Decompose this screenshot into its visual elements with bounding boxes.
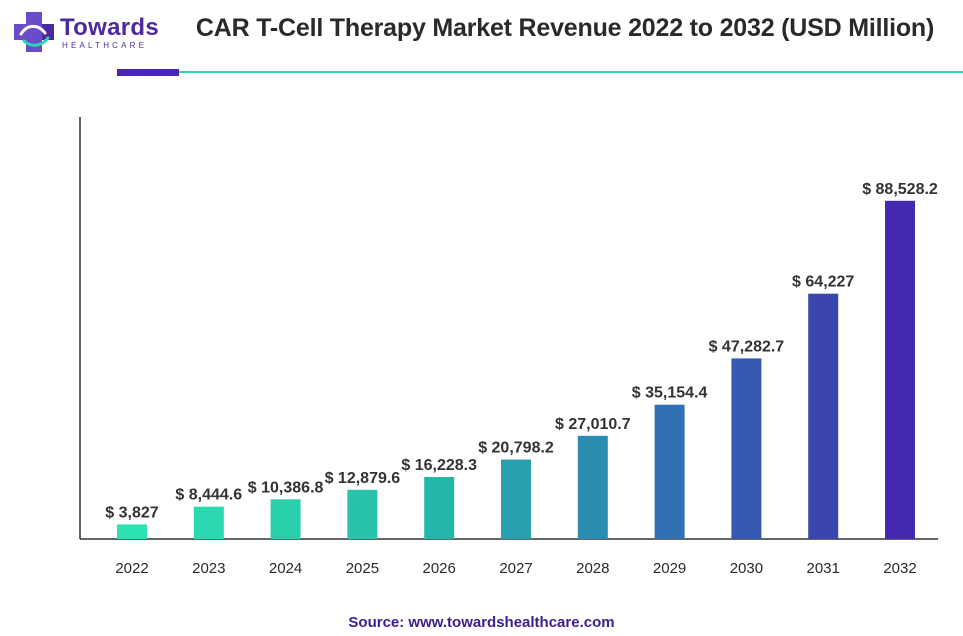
x-tick-label-2024: 2024 (269, 560, 302, 577)
bar-2026 (424, 477, 455, 539)
x-tick-label-2025: 2025 (346, 560, 379, 577)
x-tick-label-2030: 2030 (730, 560, 763, 577)
bar-2030 (731, 358, 762, 539)
bars-group: $ 3,827 2022 $ 8,444.6 2023 $ 10,386.8 2024 $ … (105, 181, 938, 577)
bar-2022 (117, 524, 147, 539)
value-label-2030: $ 47,282.7 (709, 338, 785, 355)
title-underline (179, 71, 963, 73)
value-label-2028: $ 27,010.7 (555, 416, 631, 433)
bar-chart: $ 3,827 2022 $ 8,444.6 2023 $ 10,386.8 2024 $ … (79, 117, 938, 577)
value-label-2029: $ 35,154.4 (632, 385, 708, 402)
x-tick-label-2031: 2031 (807, 560, 840, 577)
value-label-2025: $ 12,879.6 (325, 470, 401, 487)
brand-logo: Towards HEALTHCARE (12, 10, 162, 56)
value-label-2027: $ 20,798.2 (478, 440, 554, 457)
value-label-2022: $ 3,827 (105, 504, 158, 521)
value-label-2032: $ 88,528.2 (862, 181, 938, 198)
source-credit: Source: www.towardshealthcare.com (348, 614, 615, 631)
medical-cross-icon (14, 12, 54, 52)
bar-2027 (501, 459, 531, 539)
x-tick-label-2022: 2022 (115, 560, 148, 577)
x-tick-label-2026: 2026 (423, 560, 456, 577)
x-tick-label-2028: 2028 (576, 560, 609, 577)
bar-2032 (885, 200, 915, 540)
brand-subtitle: HEALTHCARE (62, 41, 148, 50)
value-label-2024: $ 10,386.8 (248, 479, 324, 496)
chart-title: CAR T-Cell Therapy Market Revenue 2022 t… (195, 14, 935, 42)
x-tick-label-2023: 2023 (192, 560, 225, 577)
value-label-2026: $ 16,228.3 (401, 457, 477, 474)
value-label-2031: $ 64,227 (792, 274, 854, 291)
title-accent-bar (117, 69, 179, 76)
bar-2025 (347, 489, 378, 539)
bar-2029 (654, 404, 685, 539)
bar-2031 (808, 293, 839, 539)
bar-2024 (270, 499, 301, 539)
brand-name: Towards (60, 14, 160, 41)
x-tick-label-2029: 2029 (653, 560, 686, 577)
value-label-2023: $ 8,444.6 (175, 487, 242, 504)
x-tick-label-2027: 2027 (499, 560, 532, 577)
bar-2028 (577, 435, 608, 539)
x-tick-label-2032: 2032 (883, 560, 916, 577)
bar-2023 (193, 506, 224, 539)
